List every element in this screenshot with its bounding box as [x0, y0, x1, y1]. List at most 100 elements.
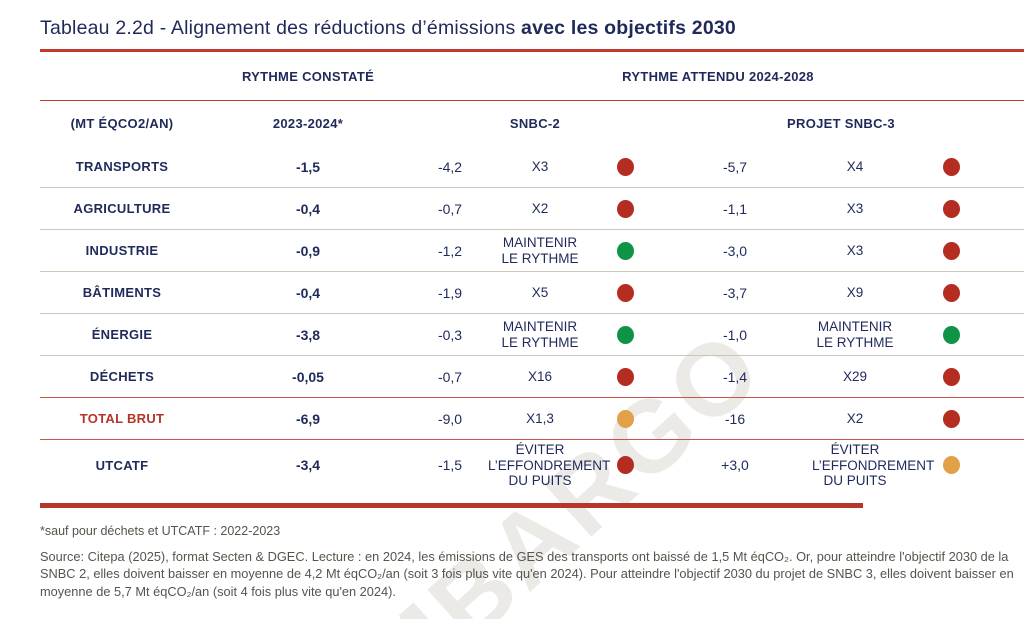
observed-value: -0,4 [295, 200, 321, 217]
table-row: TRANSPORTS -1,5 -4,2 X3 -5,7 X4 [40, 146, 1024, 188]
snbc2-value: -4,2 [437, 158, 463, 175]
snbc2-multiplier: X1,3 [526, 410, 554, 426]
snbc2-status-cell [592, 157, 658, 176]
snbc2-value: -0,7 [437, 200, 463, 217]
footnote: *sauf pour déchets et UTCATF : 2022-2023 [40, 523, 281, 538]
table-content: Tableau 2.2d - Alignement des réductions… [40, 0, 1024, 600]
snbc3-multiplier: ÉVITER L’EFFONDREMENT DU PUITS [812, 442, 935, 489]
snbc2-multiplier: X5 [531, 284, 549, 300]
observed-value: -0,05 [292, 368, 324, 385]
header-group-row: RYTHME CONSTATÉ RYTHME ATTENDU 2024-2028 [40, 52, 1024, 101]
snbc3-status-cell [898, 325, 1004, 344]
snbc2-status-dot-icon [616, 456, 634, 475]
table-title: Tableau 2.2d - Alignement des réductions… [40, 0, 1024, 40]
snbc2-status-dot-icon [616, 199, 634, 218]
observed-value: -1,5 [295, 158, 321, 175]
source-note: Source: Citepa (2025), format Secten & D… [40, 548, 1014, 600]
snbc3-value: -1,4 [722, 368, 748, 385]
observed-value: -3,8 [295, 326, 321, 343]
snbc3-value: -1,0 [722, 326, 748, 343]
snbc3-status-cell [898, 456, 1004, 475]
snbc3-status-cell [898, 283, 1004, 302]
snbc2-value: -1,9 [437, 284, 463, 301]
table-title-prefix: Tableau 2.2d - Alignement des réductions… [40, 17, 522, 39]
header-col-2023-2024: 2023-2024* [272, 116, 344, 131]
snbc2-status-cell [592, 456, 658, 475]
snbc3-status-dot-icon [942, 241, 960, 260]
snbc2-value: -0,3 [437, 326, 463, 343]
snbc2-status-cell [592, 325, 658, 344]
snbc3-status-cell [898, 157, 1004, 176]
snbc2-multiplier: X16 [527, 368, 553, 384]
observed-value: -0,4 [295, 284, 321, 301]
table-title-bold: avec les objectifs 2030 [521, 17, 736, 39]
snbc3-status-dot-icon [942, 157, 960, 176]
snbc3-multiplier: X4 [846, 158, 864, 174]
snbc3-multiplier: X29 [842, 368, 868, 384]
table-row: AGRICULTURE -0,4 -0,7 X2 -1,1 X3 [40, 188, 1024, 230]
snbc3-status-dot-icon [942, 367, 960, 386]
row-sector-label: BÂTIMENTS [82, 285, 162, 300]
snbc2-value: -0,7 [437, 368, 463, 385]
snbc3-status-dot-icon [942, 456, 960, 475]
snbc3-status-dot-icon [942, 325, 960, 344]
snbc3-multiplier: X3 [846, 242, 864, 258]
table-row: TOTAL BRUT -6,9 -9,0 X1,3 -16 X2 [40, 398, 1024, 440]
title-rule [40, 49, 1024, 52]
snbc2-status-dot-icon [616, 283, 634, 302]
snbc3-value: -3,0 [722, 242, 748, 259]
snbc3-multiplier: MAINTENIR LE RYTHME [816, 318, 894, 350]
snbc2-multiplier: X2 [531, 200, 549, 216]
observed-value: -3,4 [295, 457, 321, 474]
snbc2-status-cell [592, 367, 658, 386]
snbc3-multiplier: X9 [846, 284, 864, 300]
header-col-snbc3: PROJET SNBC-3 [787, 116, 895, 131]
snbc2-status-cell [592, 199, 658, 218]
header-col-snbc2: SNBC-2 [509, 116, 561, 131]
row-sector-label: DÉCHETS [89, 369, 155, 384]
snbc3-status-dot-icon [942, 409, 960, 428]
snbc2-multiplier: X3 [531, 158, 549, 174]
snbc3-value: +3,0 [721, 457, 749, 474]
snbc2-status-dot-icon [616, 157, 634, 176]
snbc3-multiplier: X2 [846, 410, 864, 426]
row-sector-label: TRANSPORTS [75, 159, 169, 174]
snbc2-multiplier: MAINTENIR LE RYTHME [501, 234, 579, 266]
snbc3-status-dot-icon [942, 199, 960, 218]
table-row: BÂTIMENTS -0,4 -1,9 X5 -3,7 X9 [40, 272, 1024, 314]
snbc2-status-dot-icon [616, 409, 634, 428]
header-unit: (MT ÉQCO2/AN) [70, 116, 174, 131]
snbc2-status-cell [592, 241, 658, 260]
snbc3-status-cell [898, 199, 1004, 218]
row-sector-label: AGRICULTURE [73, 201, 171, 216]
snbc2-status-dot-icon [616, 325, 634, 344]
header-rythme-constate: RYTHME CONSTATÉ [241, 68, 375, 84]
snbc3-multiplier: X3 [846, 200, 864, 216]
row-sector-label: UTCATF [95, 457, 149, 473]
snbc3-value: -5,7 [722, 158, 748, 175]
header-column-row: (MT ÉQCO2/AN) 2023-2024* SNBC-2 PROJET S… [40, 101, 1024, 146]
bottom-rule [40, 502, 863, 508]
snbc2-status-dot-icon [616, 241, 634, 260]
table-body: TRANSPORTS -1,5 -4,2 X3 -5,7 X4 AGRICULT… [40, 146, 1024, 491]
header-rythme-attendu: RYTHME ATTENDU 2024-2028 [622, 68, 814, 84]
snbc2-multiplier: MAINTENIR LE RYTHME [501, 318, 579, 350]
table-row: ÉNERGIE -3,8 -0,3 MAINTENIR LE RYTHME -1… [40, 314, 1024, 356]
snbc3-status-cell [898, 367, 1004, 386]
snbc2-status-cell [592, 283, 658, 302]
row-sector-label: TOTAL BRUT [79, 411, 165, 426]
snbc2-value: -1,2 [437, 242, 463, 259]
table-row: INDUSTRIE -0,9 -1,2 MAINTENIR LE RYTHME … [40, 230, 1024, 272]
snbc2-value: -1,5 [437, 457, 463, 474]
snbc3-status-cell [898, 409, 1004, 428]
snbc3-value: -1,1 [722, 200, 748, 217]
snbc2-status-cell [592, 409, 658, 428]
observed-value: -0,9 [295, 242, 321, 259]
snbc3-status-dot-icon [942, 283, 960, 302]
row-sector-label: ÉNERGIE [91, 327, 153, 342]
row-sector-label: INDUSTRIE [85, 243, 159, 258]
snbc2-status-dot-icon [616, 367, 634, 386]
snbc3-status-cell [898, 241, 1004, 260]
snbc3-value: -16 [724, 410, 746, 427]
